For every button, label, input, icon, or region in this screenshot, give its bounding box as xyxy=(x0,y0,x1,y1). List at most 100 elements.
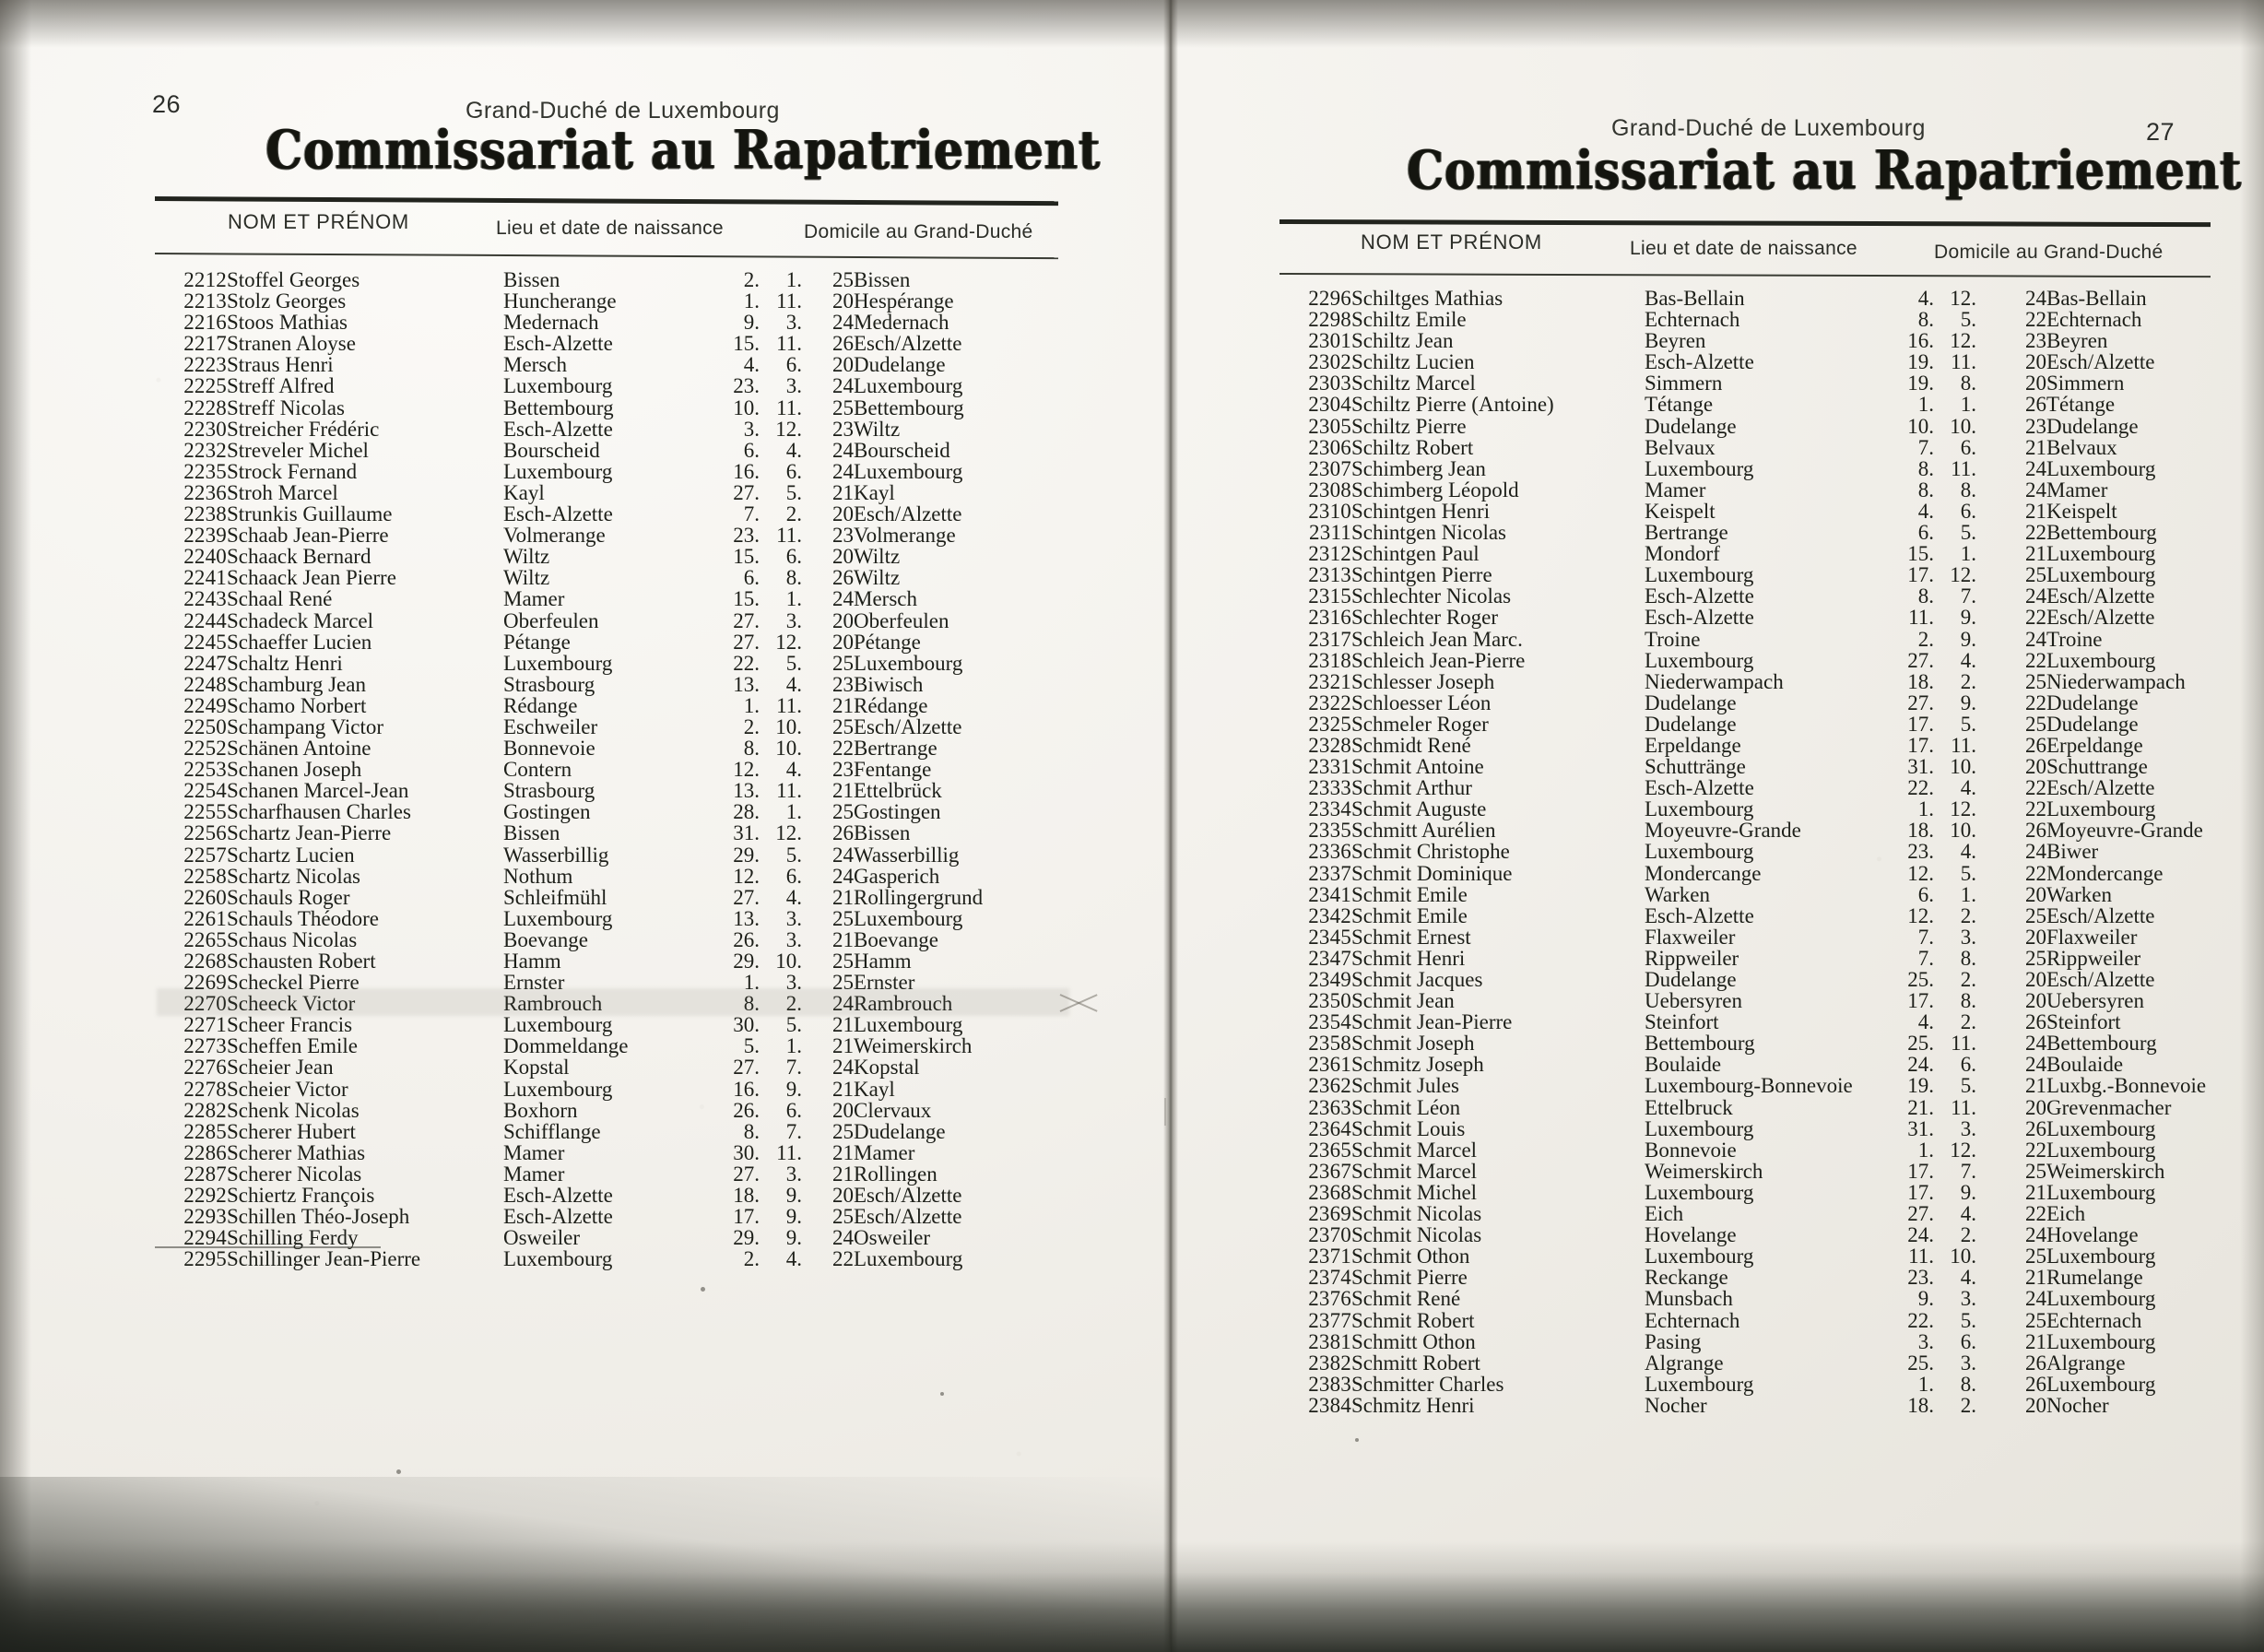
book-gutter xyxy=(1163,0,1178,1652)
registry-domicile: Bettembourg xyxy=(2046,521,2157,545)
registry-birthplace: Bas-Bellain xyxy=(1645,287,1745,310)
registry-number: 2248 xyxy=(183,672,227,696)
registry-birth-month: 9. xyxy=(1960,606,1976,630)
right-page: 27 Grand-Duché de Luxembourg Commissaria… xyxy=(1178,0,2264,1652)
registry-name: Scheckel Pierre xyxy=(227,971,360,995)
registry-domicile: Luxembourg xyxy=(854,459,963,483)
table-row: 2278 Scheier Victor Luxembourg 16. 9. 21 Kayl xyxy=(155,1077,983,1101)
registry-domicile: Eich xyxy=(2046,1202,2086,1226)
registry-number: 2363 xyxy=(1308,1095,1351,1119)
registry-number: 2302 xyxy=(1308,350,1351,374)
registry-birth-year: 23 xyxy=(832,758,854,782)
table-row: 2361 Schmitz Joseph Boulaide 24. 6. 24 Boulaid… xyxy=(1279,1054,2206,1075)
registry-domicile: Luxembourg xyxy=(2046,1245,2156,1268)
registry-name: Schmit Christophe xyxy=(1351,840,1510,864)
registry-domicile: Luxembourg xyxy=(2046,542,2156,566)
registry-name: Schmit Jean-Pierre xyxy=(1351,1010,1513,1034)
table-row: 2369 Schmit Nicolas Eich 27. 4. 22 Eich xyxy=(1279,1203,2206,1224)
registry-birth-day: 30. xyxy=(733,1013,760,1037)
registry-birth-year: 22 xyxy=(2025,1138,2046,1162)
registry-birthplace: Bonnevoie xyxy=(1645,1138,1737,1162)
registry-birth-month: 11. xyxy=(776,693,802,717)
registry-name: Stranen Aloyse xyxy=(227,332,356,356)
registry-birth-day: 22. xyxy=(733,651,760,675)
registry-domicile: Erpeldange xyxy=(2046,733,2143,757)
registry-number: 2256 xyxy=(183,821,227,845)
registry-domicile: Gostingen xyxy=(854,800,941,824)
registry-birth-month: 5. xyxy=(1960,308,1976,332)
registry-birthplace: Esch-Alzette xyxy=(503,332,613,356)
registry-birth-day: 12. xyxy=(733,758,760,782)
registry-number: 2232 xyxy=(183,438,227,462)
table-row: 2350 Schmit Jean Uebersyren 17. 8. 20 Uebersyr… xyxy=(1279,990,2206,1011)
registry-domicile: Wiltz xyxy=(854,417,901,441)
registry-number: 2269 xyxy=(183,971,227,995)
registry-domicile: Hovelange xyxy=(2046,1223,2139,1247)
registry-birth-year: 20 xyxy=(832,608,854,632)
registry-number: 2295 xyxy=(183,1247,227,1271)
registry-birth-day: 7. xyxy=(1917,435,1934,459)
registry-domicile: Esch/Alzette xyxy=(2046,903,2155,927)
registry-birth-month: 6. xyxy=(785,864,802,888)
registry-domicile: Bertrange xyxy=(854,737,937,761)
registry-birth-year: 25 xyxy=(832,971,854,995)
registry-birth-month: 2. xyxy=(1960,968,1976,991)
registry-birthplace: Belvaux xyxy=(1645,435,1716,459)
header-rule-right xyxy=(1279,219,2211,228)
registry-birth-year: 24 xyxy=(2025,287,2046,310)
registry-name: Stolz Georges xyxy=(227,289,347,313)
registry-name: Schmit Emile xyxy=(1351,882,1468,906)
table-row: 2349 Schmit Jacques Dudelange 25. 2. 20 Esch/A… xyxy=(1279,969,2206,990)
registry-birthplace: Luxembourg xyxy=(1645,563,1754,587)
table-row: 2243 Schaal René Mamer 15. 1. 24 Mersch xyxy=(155,588,983,609)
table-row: 2328 Schmidt René Erpeldange 17. 11. 26 Erpeld… xyxy=(1279,735,2206,756)
table-row: 2254 Schanen Marcel-Jean Strasbourg 13. 11. 2… xyxy=(155,780,983,801)
table-row: 2253 Schanen Joseph Contern 12. 4. 23 Fentange xyxy=(155,759,983,780)
table-row: 2292 Schiertz François Esch-Alzette 18. 9. 20… xyxy=(155,1185,983,1206)
registry-birth-year: 22 xyxy=(2025,861,2046,885)
registry-birth-month: 11. xyxy=(1951,456,1976,480)
registry-birth-day: 4. xyxy=(1917,287,1934,310)
registry-birth-year: 23 xyxy=(2025,414,2046,438)
registry-domicile: Luxembourg xyxy=(854,374,963,398)
registry-name: Schmit Ernest xyxy=(1351,925,1471,949)
registry-domicile: Weimerskirch xyxy=(854,1034,973,1058)
table-row: 2354 Schmit Jean-Pierre Steinfort 4. 2. 26 Ste… xyxy=(1279,1011,2206,1032)
registry-domicile: Wiltz xyxy=(854,545,901,569)
registry-birth-year: 25 xyxy=(832,906,854,930)
registry-birthplace: Bonnevoie xyxy=(503,737,595,761)
registry-domicile: Kayl xyxy=(854,1077,895,1101)
registry-name: Schänen Antoine xyxy=(227,737,371,761)
registry-birth-day: 2. xyxy=(743,268,760,291)
header-underline-right xyxy=(1279,273,2211,278)
table-row: 2287 Scherer Nicolas Mamer 27. 3. 21 Rollingen xyxy=(155,1163,983,1185)
registry-birth-month: 10. xyxy=(1950,414,1976,438)
table-row: 2261 Schauls Théodore Luxembourg 13. 3. 25 Lux… xyxy=(155,908,983,929)
registry-birth-month: 12. xyxy=(1950,797,1976,821)
registry-domicile: Bas-Bellain xyxy=(2046,287,2147,310)
registry-domicile: Luxembourg xyxy=(854,651,963,675)
registry-number: 2268 xyxy=(183,950,227,973)
registry-birthplace: Dudelange xyxy=(1645,414,1737,438)
registry-birth-year: 24 xyxy=(832,843,854,867)
registry-birth-day: 26. xyxy=(733,1098,760,1122)
registry-birthplace: Esch-Alzette xyxy=(1645,606,1754,630)
registry-birthplace: Beyren xyxy=(1645,329,1706,353)
header-rule-left xyxy=(154,196,1058,206)
registry-number: 2230 xyxy=(183,417,227,441)
table-row: 2271 Scheer Francis Luxembourg 30. 5. 21 Luxem… xyxy=(155,1014,983,1035)
registry-number: 2216 xyxy=(183,311,227,335)
registry-number: 2261 xyxy=(183,906,227,930)
table-row: 2256 Schartz Jean-Pierre Bissen 31. 12. 26 Bis… xyxy=(155,822,983,844)
table-row: 2370 Schmit Nicolas Hovelange 24. 2. 24 Hovela… xyxy=(1279,1224,2206,1245)
table-row: 2268 Schausten Robert Hamm 29. 10. 25 Hamm xyxy=(155,950,983,972)
registry-number: 2265 xyxy=(183,927,227,951)
registry-name: Schenk Nicolas xyxy=(227,1098,360,1122)
table-row: 2295 Schillinger Jean-Pierre Luxembourg 2. 4… xyxy=(155,1248,983,1269)
registry-birth-month: 7. xyxy=(1960,1159,1976,1183)
registry-number: 2316 xyxy=(1308,606,1351,630)
registry-number: 2310 xyxy=(1308,499,1351,523)
registry-number: 2294 xyxy=(183,1226,227,1250)
registry-birthplace: Munsbach xyxy=(1645,1287,1733,1311)
registry-number: 2349 xyxy=(1308,968,1351,991)
